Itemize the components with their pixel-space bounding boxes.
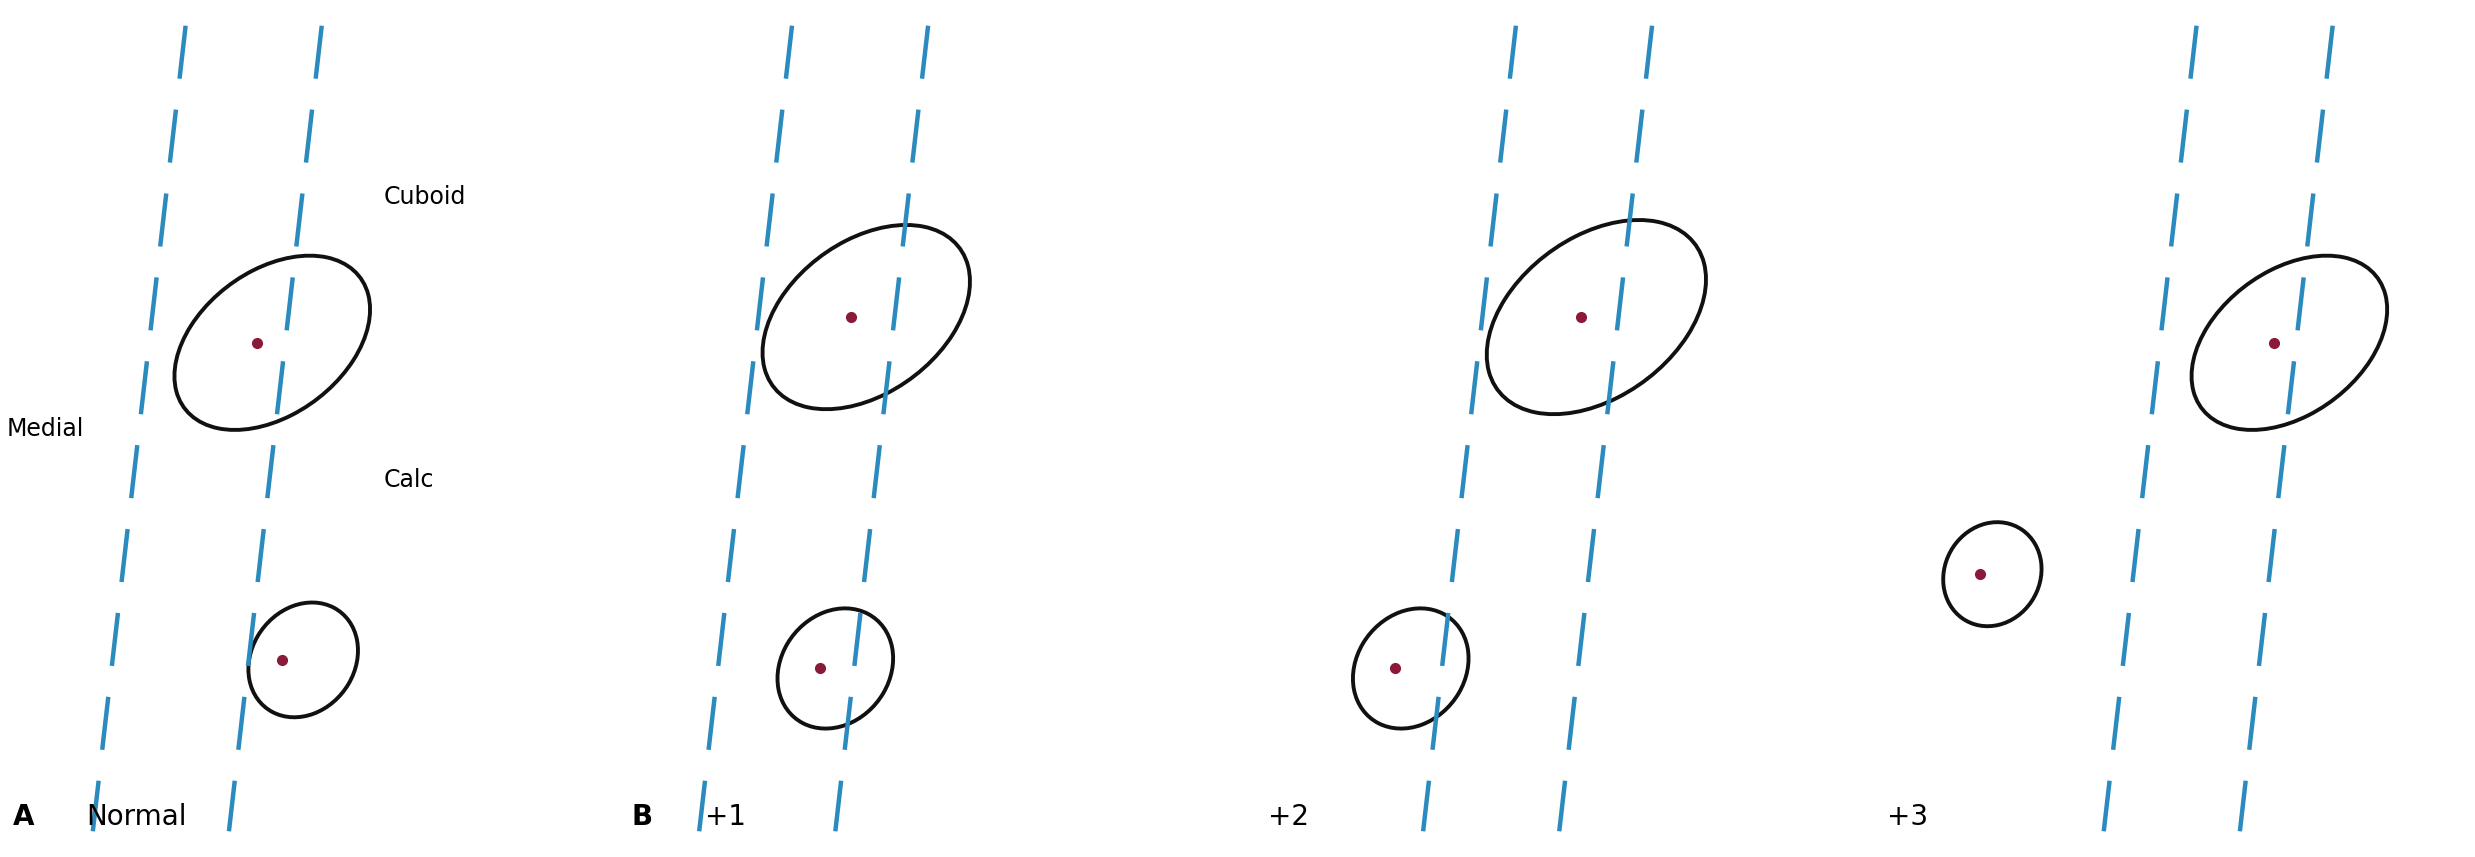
Text: Calc: Calc [384,468,433,492]
Text: Normal: Normal [87,803,188,831]
Text: +3: +3 [1886,803,1928,831]
Text: +1: +1 [705,803,747,831]
Text: Medial: Medial [5,417,84,440]
Text: A: A [12,803,35,831]
Text: Cuboid: Cuboid [384,185,465,209]
Text: B: B [631,803,653,831]
Text: +2: +2 [1267,803,1309,831]
